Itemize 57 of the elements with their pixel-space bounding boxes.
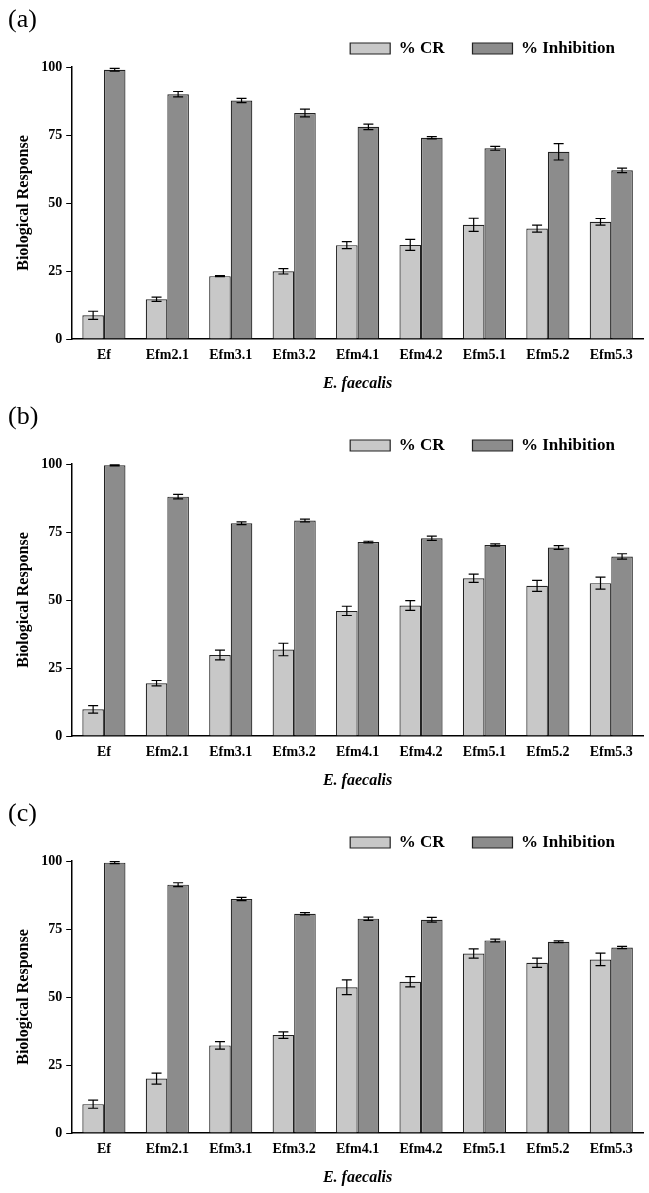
x-tick-label: Efm3.1 (209, 744, 253, 760)
x-tick-label: Efm4.2 (399, 744, 443, 760)
x-tick-label: Efm3.1 (209, 347, 253, 363)
chart-title: (b) (8, 401, 39, 431)
x-tick-label: Ef (96, 744, 112, 760)
x-tick-label: Ef (96, 347, 112, 363)
y-tick-label: 25 (48, 659, 63, 675)
x-axis-title: E. faecalis (321, 1167, 393, 1186)
x-tick-label: Efm5.3 (589, 347, 633, 363)
y-axis-title: Biological Response (13, 929, 32, 1065)
x-tick-label: Ef (96, 1141, 112, 1157)
x-tick-label: Efm5.1 (462, 347, 507, 363)
x-tick-label: Efm3.1 (209, 1141, 253, 1157)
y-tick-label: 0 (55, 727, 63, 743)
x-axis-title: E. faecalis (321, 373, 393, 392)
y-tick-label: 50 (48, 591, 63, 607)
x-tick-label: Efm3.2 (272, 1141, 316, 1157)
x-tick-label: Efm5.3 (589, 1141, 633, 1157)
legend-label: % Inhibition (520, 434, 616, 454)
x-tick-label: Efm4.2 (399, 347, 443, 363)
y-tick-label: 25 (48, 1056, 63, 1072)
x-tick-label: Efm4.1 (336, 1141, 380, 1157)
y-tick-label: 75 (48, 126, 63, 142)
legend-label: % CR (398, 831, 446, 851)
legend-label: % Inhibition (520, 831, 616, 851)
y-tick-label: 100 (41, 852, 63, 868)
x-tick-label: Efm3.2 (272, 347, 316, 363)
x-tick-label: Efm5.2 (526, 347, 570, 363)
x-tick-label: Efm4.2 (399, 1141, 443, 1157)
y-tick-label: 100 (41, 455, 63, 471)
y-tick-label: 50 (48, 988, 63, 1004)
x-tick-label: Efm3.2 (272, 744, 316, 760)
x-tick-label: Efm5.2 (526, 1141, 570, 1157)
y-axis-title: Biological Response (13, 135, 32, 271)
x-tick-label: Efm2.1 (145, 347, 189, 363)
chart-title: (a) (8, 4, 37, 34)
x-tick-label: Efm2.1 (145, 1141, 189, 1157)
y-tick-label: 0 (55, 1124, 63, 1140)
y-tick-label: 50 (48, 194, 63, 210)
y-tick-label: 100 (41, 58, 63, 74)
y-axis-title: Biological Response (13, 532, 32, 668)
x-tick-label: Efm5.1 (462, 744, 507, 760)
legend-label: % CR (398, 37, 446, 57)
x-tick-label: Efm5.3 (589, 744, 633, 760)
x-tick-label: Efm5.1 (462, 1141, 507, 1157)
chart-title: (c) (8, 798, 37, 828)
x-tick-label: Efm4.1 (336, 347, 380, 363)
x-tick-label: Efm5.2 (526, 744, 570, 760)
y-tick-label: 75 (48, 920, 63, 936)
legend-label: % Inhibition (520, 37, 616, 57)
legend-label: % CR (398, 434, 446, 454)
x-tick-label: Efm4.1 (336, 744, 380, 760)
y-tick-label: 25 (48, 262, 63, 278)
y-tick-label: 0 (55, 330, 63, 346)
x-axis-title: E. faecalis (321, 770, 393, 789)
x-tick-label: Efm2.1 (145, 744, 189, 760)
y-tick-label: 75 (48, 523, 63, 539)
